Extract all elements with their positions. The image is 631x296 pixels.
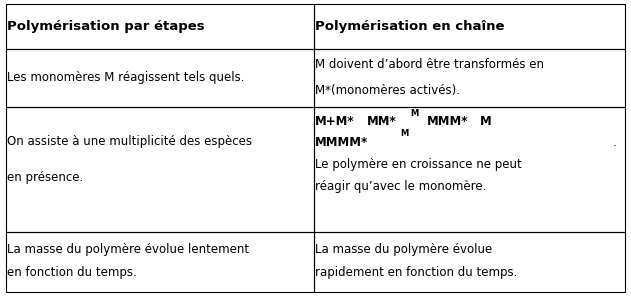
- Text: en présence.: en présence.: [7, 170, 83, 184]
- Text: M: M: [400, 129, 408, 139]
- Bar: [6, 232, 314, 292]
- Text: Le polymère en croissance ne peut: Le polymère en croissance ne peut: [315, 158, 521, 171]
- Text: On assiste à une multiplicité des espèces: On assiste à une multiplicité des espèce…: [7, 135, 252, 148]
- Text: Les monomères M réagissent tels quels.: Les monomères M réagissent tels quels.: [7, 71, 244, 84]
- Text: Polymérisation par étapes: Polymérisation par étapes: [7, 20, 204, 33]
- Text: M+M*: M+M*: [315, 115, 355, 128]
- Text: MMM*: MMM*: [427, 115, 468, 128]
- Bar: [6, 107, 314, 232]
- Bar: [314, 232, 625, 292]
- Text: .: .: [613, 136, 616, 149]
- Text: La masse du polymère évolue lentement: La masse du polymère évolue lentement: [7, 243, 249, 256]
- Text: réagir qu’avec le monomère.: réagir qu’avec le monomère.: [315, 180, 486, 193]
- Text: M: M: [410, 109, 418, 118]
- Text: rapidement en fonction du temps.: rapidement en fonction du temps.: [315, 266, 517, 279]
- Bar: [6, 4, 314, 49]
- Bar: [314, 49, 625, 107]
- Text: Polymérisation en chaîne: Polymérisation en chaîne: [315, 20, 504, 33]
- Text: La masse du polymère évolue: La masse du polymère évolue: [315, 243, 492, 256]
- Text: MMMM*: MMMM*: [315, 136, 368, 149]
- Text: M doivent d’abord être transformés en: M doivent d’abord être transformés en: [315, 58, 544, 71]
- Text: M: M: [480, 115, 492, 128]
- Text: en fonction du temps.: en fonction du temps.: [7, 266, 136, 279]
- Bar: [314, 107, 625, 232]
- Text: MM*: MM*: [367, 115, 396, 128]
- Text: M*(monomères activés).: M*(monomères activés).: [315, 84, 460, 97]
- Bar: [6, 49, 314, 107]
- Bar: [314, 4, 625, 49]
